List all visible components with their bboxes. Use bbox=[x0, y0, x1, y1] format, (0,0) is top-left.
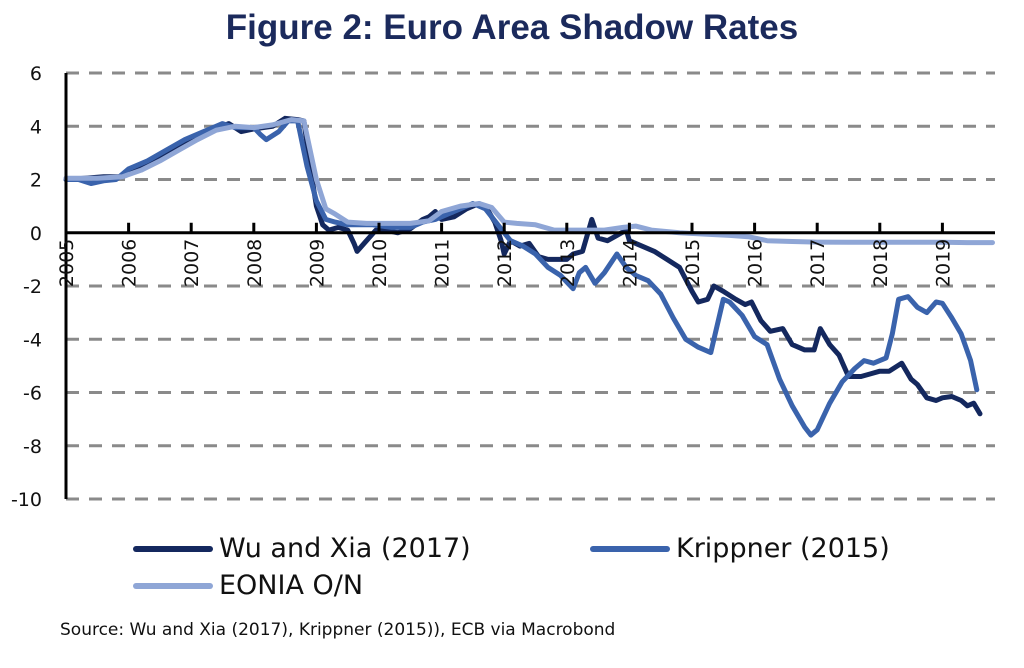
legend-label-eonia: EONIA O/N bbox=[219, 570, 364, 601]
gridlines bbox=[66, 71, 995, 501]
series-lines bbox=[63, 115, 995, 438]
x-axis-ticks: 2005 2006 2007 2008 2009 2010 2011 2012 2013 2014… bbox=[56, 239, 954, 287]
series-line-eonia-o-n bbox=[63, 117, 995, 246]
x-tick-label: 2005 bbox=[56, 239, 78, 287]
series-line-krippner-2015 bbox=[63, 118, 980, 438]
x-tick-label: 2007 bbox=[181, 239, 203, 287]
x-tick-label: 2017 bbox=[807, 239, 829, 287]
x-tick-label: 2019 bbox=[932, 239, 954, 287]
x-tick-label: 2012 bbox=[494, 239, 516, 287]
y-tick-label: 2 bbox=[30, 170, 42, 192]
legend-item-krippner: Krippner (2015) bbox=[590, 533, 890, 564]
x-tick-label: 2010 bbox=[369, 239, 391, 287]
axes bbox=[64, 73, 995, 499]
x-tick-label: 2015 bbox=[682, 239, 704, 287]
y-tick-label: 6 bbox=[30, 63, 42, 85]
x-tick-label: 2009 bbox=[306, 239, 328, 287]
y-axis-ticks: 6 4 2 0 -2 -4 -6 -8 -10 bbox=[11, 63, 42, 511]
legend-label-wu-xia: Wu and Xia (2017) bbox=[219, 533, 471, 564]
legend-swatch-krippner bbox=[590, 545, 670, 552]
legend-label-krippner: Krippner (2015) bbox=[676, 533, 890, 564]
x-tick-label: 2006 bbox=[119, 239, 141, 287]
x-tick-label: 2016 bbox=[745, 239, 767, 287]
legend-swatch-eonia bbox=[133, 582, 213, 589]
y-tick-label: -2 bbox=[23, 276, 42, 298]
legend-item-wu-xia: Wu and Xia (2017) bbox=[133, 533, 471, 564]
chart-title: Figure 2: Euro Area Shadow Rates bbox=[225, 8, 799, 47]
y-tick-label: -4 bbox=[23, 329, 42, 351]
x-tick-label: 2013 bbox=[557, 239, 579, 287]
x-tick-label: 2014 bbox=[619, 239, 641, 287]
x-tick-label: 2011 bbox=[432, 239, 454, 287]
y-tick-label: 4 bbox=[30, 116, 42, 138]
y-tick-label: 0 bbox=[30, 223, 42, 245]
y-tick-label: -6 bbox=[23, 383, 42, 405]
x-tick-label: 2018 bbox=[870, 239, 892, 287]
y-tick-label: -10 bbox=[11, 489, 42, 511]
y-tick-label: -8 bbox=[23, 436, 42, 458]
legend-swatch-wu-xia bbox=[133, 545, 213, 552]
source-note: Source: Wu and Xia (2017), Krippner (201… bbox=[60, 620, 616, 640]
legend-item-eonia: EONIA O/N bbox=[133, 570, 363, 601]
x-tick-label: 2008 bbox=[244, 239, 266, 287]
